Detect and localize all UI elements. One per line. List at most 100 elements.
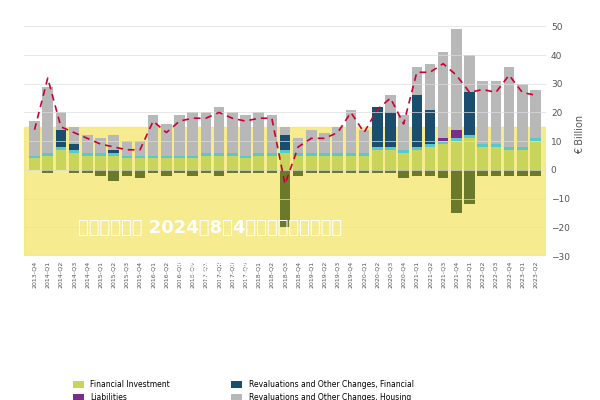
Bar: [412, 66, 422, 95]
Bar: [517, 84, 527, 147]
Bar: [122, 156, 132, 158]
Bar: [491, 81, 501, 144]
Bar: [56, 147, 66, 150]
Bar: [266, 153, 277, 156]
Bar: [425, 144, 435, 147]
Bar: [95, 138, 106, 153]
Bar: [109, 156, 119, 170]
Bar: [280, 153, 290, 170]
Bar: [478, 147, 488, 170]
Bar: [319, 132, 330, 153]
Bar: [398, 115, 409, 150]
Bar: [332, 153, 343, 156]
Bar: [346, 153, 356, 156]
Bar: [425, 170, 435, 176]
Bar: [319, 153, 330, 156]
Bar: [530, 138, 541, 141]
Bar: [43, 156, 53, 170]
Bar: [530, 170, 541, 176]
Bar: [530, 141, 541, 170]
Bar: [385, 95, 396, 112]
Bar: [359, 170, 370, 173]
Bar: [24, 127, 546, 256]
Bar: [451, 29, 461, 130]
Bar: [253, 156, 264, 170]
Bar: [385, 147, 396, 150]
Bar: [412, 95, 422, 147]
Bar: [306, 153, 317, 156]
Bar: [451, 141, 461, 170]
Bar: [29, 156, 40, 158]
Bar: [56, 150, 66, 170]
Bar: [385, 112, 396, 147]
Bar: [385, 150, 396, 170]
Bar: [29, 121, 40, 156]
Bar: [293, 153, 304, 156]
Bar: [280, 170, 290, 227]
Bar: [253, 112, 264, 153]
Bar: [122, 141, 132, 156]
Bar: [504, 66, 514, 147]
Bar: [517, 170, 527, 176]
Bar: [451, 170, 461, 213]
Bar: [464, 138, 475, 170]
Bar: [82, 153, 92, 156]
Bar: [504, 150, 514, 170]
Bar: [280, 136, 290, 150]
Bar: [240, 156, 251, 158]
Bar: [438, 144, 448, 170]
Y-axis label: € Billion: € Billion: [575, 114, 586, 154]
Bar: [122, 170, 132, 176]
Bar: [200, 112, 211, 153]
Bar: [464, 55, 475, 92]
Bar: [530, 90, 541, 138]
Bar: [385, 170, 396, 173]
Bar: [109, 136, 119, 150]
Bar: [174, 115, 185, 156]
Bar: [227, 156, 238, 170]
Bar: [69, 127, 79, 144]
Bar: [43, 170, 53, 173]
Bar: [412, 147, 422, 150]
Bar: [491, 144, 501, 147]
Bar: [359, 156, 370, 170]
Bar: [266, 156, 277, 170]
Bar: [438, 52, 448, 138]
Bar: [280, 127, 290, 136]
Bar: [266, 115, 277, 153]
Bar: [135, 170, 145, 178]
Bar: [148, 115, 158, 156]
Bar: [438, 141, 448, 144]
Bar: [293, 138, 304, 153]
Bar: [412, 170, 422, 176]
Bar: [214, 170, 224, 176]
Bar: [148, 158, 158, 170]
Bar: [464, 170, 475, 204]
Bar: [425, 147, 435, 170]
Text: 基围虾价格行情: 基围虾价格行情: [172, 263, 248, 281]
Bar: [332, 156, 343, 170]
Bar: [135, 141, 145, 156]
Bar: [240, 170, 251, 173]
Bar: [319, 156, 330, 170]
Bar: [451, 138, 461, 141]
Bar: [187, 156, 198, 158]
Bar: [174, 156, 185, 158]
Bar: [346, 110, 356, 153]
Bar: [372, 147, 383, 150]
Bar: [161, 158, 172, 170]
Bar: [82, 170, 92, 173]
Bar: [29, 158, 40, 170]
Bar: [240, 115, 251, 156]
Bar: [398, 153, 409, 170]
Bar: [504, 170, 514, 176]
Bar: [56, 112, 66, 130]
Bar: [266, 170, 277, 173]
Bar: [82, 136, 92, 153]
Bar: [504, 147, 514, 150]
Bar: [227, 112, 238, 153]
Bar: [227, 153, 238, 156]
Bar: [332, 127, 343, 153]
Bar: [253, 170, 264, 173]
Bar: [517, 147, 527, 150]
